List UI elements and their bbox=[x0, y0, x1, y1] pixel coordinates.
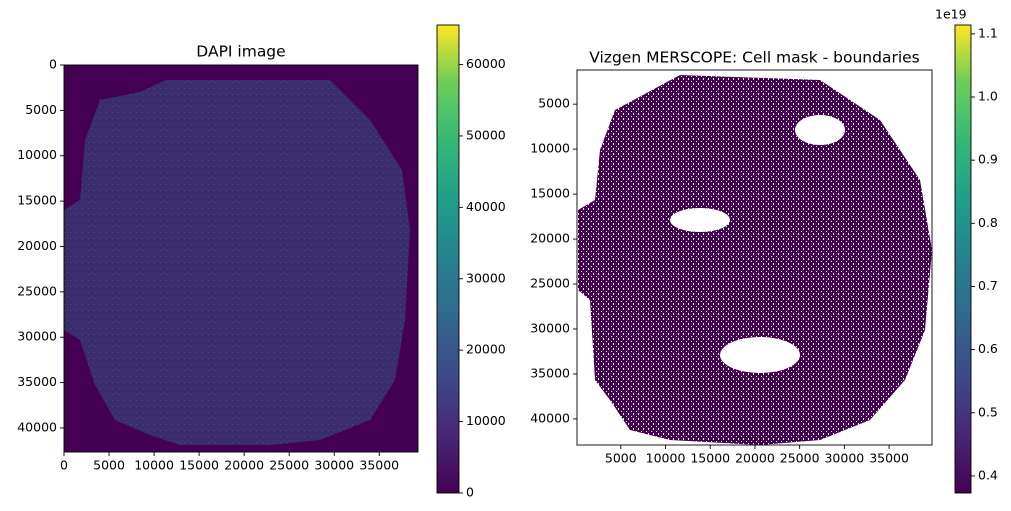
image-hole bbox=[720, 337, 800, 373]
y-tick-label: 35000 bbox=[530, 365, 570, 380]
y-tick-label: 25000 bbox=[17, 283, 57, 298]
axes-frame bbox=[63, 64, 419, 453]
colorbar-tick-label: 1.0 bbox=[978, 89, 998, 104]
y-tick-label: 10000 bbox=[17, 147, 57, 162]
colorbar-tick-label: 0.6 bbox=[978, 341, 998, 356]
colorbar-tick-label: 10000 bbox=[466, 413, 506, 428]
x-tick-label: 15000 bbox=[179, 458, 219, 473]
y-tick-label: 5000 bbox=[538, 96, 570, 111]
y-tick-label: 40000 bbox=[530, 410, 570, 425]
image-hole bbox=[795, 115, 845, 145]
chart-title: Vizgen MERSCOPE: Cell mask - boundaries bbox=[589, 49, 920, 67]
x-tick-label: 30000 bbox=[824, 451, 864, 466]
colorbar-tick-label: 0.4 bbox=[978, 467, 998, 482]
y-tick-label: 30000 bbox=[17, 329, 57, 344]
x-tick-label: 20000 bbox=[224, 458, 264, 473]
image-mask bbox=[578, 75, 932, 445]
y-tick-label: 30000 bbox=[530, 320, 570, 335]
colorbar-tick-label: 30000 bbox=[466, 270, 506, 285]
y-tick-label: 20000 bbox=[17, 238, 57, 253]
colorbar-tick-label: 0.5 bbox=[978, 404, 998, 419]
y-tick-label: 40000 bbox=[17, 419, 57, 434]
panel: DAPI image 0 5000 10000 15000 20000 25000 30000… bbox=[17, 24, 506, 500]
y-tick-label: 15000 bbox=[17, 193, 57, 208]
chart-title: DAPI image bbox=[196, 43, 285, 61]
colorbar-tick-label: 0.8 bbox=[978, 215, 998, 230]
x-tick-label: 30000 bbox=[314, 458, 354, 473]
x-tick-label: 25000 bbox=[269, 458, 309, 473]
colorbar-tick-label: 20000 bbox=[466, 342, 506, 357]
x-tick-label: 35000 bbox=[869, 451, 909, 466]
colorbar-tick-label: 40000 bbox=[466, 199, 506, 214]
image-hole bbox=[670, 208, 730, 232]
panel: Vizgen MERSCOPE: Cell mask - boundaries 5… bbox=[530, 7, 998, 494]
y-tick-label: 20000 bbox=[530, 231, 570, 246]
colorbar-offset-text: 1e19 bbox=[935, 7, 967, 22]
y-tick-label: 0 bbox=[49, 57, 57, 72]
y-tick-label: 35000 bbox=[17, 374, 57, 389]
x-tick-label: 15000 bbox=[690, 451, 730, 466]
x-tick-label: 10000 bbox=[134, 458, 174, 473]
colorbar-tick-label: 1.1 bbox=[978, 25, 998, 40]
colorbar bbox=[954, 24, 972, 494]
colorbar bbox=[436, 24, 460, 494]
y-tick-label: 5000 bbox=[25, 102, 57, 117]
x-tick-label: 5000 bbox=[93, 458, 125, 473]
y-tick-label: 10000 bbox=[530, 141, 570, 156]
x-tick-label: 35000 bbox=[359, 458, 399, 473]
y-tick-label: 25000 bbox=[530, 276, 570, 291]
colorbar-tick-label: 50000 bbox=[466, 127, 506, 142]
x-tick-label: 10000 bbox=[646, 451, 686, 466]
y-tick-label: 15000 bbox=[530, 186, 570, 201]
colorbar-tick-label: 0 bbox=[466, 485, 474, 500]
colorbar-tick-label: 0.9 bbox=[978, 152, 998, 167]
colorbar-tick-label: 0.7 bbox=[978, 278, 998, 293]
x-tick-label: 20000 bbox=[735, 451, 775, 466]
x-tick-label: 5000 bbox=[605, 451, 637, 466]
image-tissue bbox=[64, 80, 410, 445]
x-tick-label: 0 bbox=[60, 458, 68, 473]
colorbar-tick-label: 60000 bbox=[466, 56, 506, 71]
x-tick-label: 25000 bbox=[780, 451, 820, 466]
